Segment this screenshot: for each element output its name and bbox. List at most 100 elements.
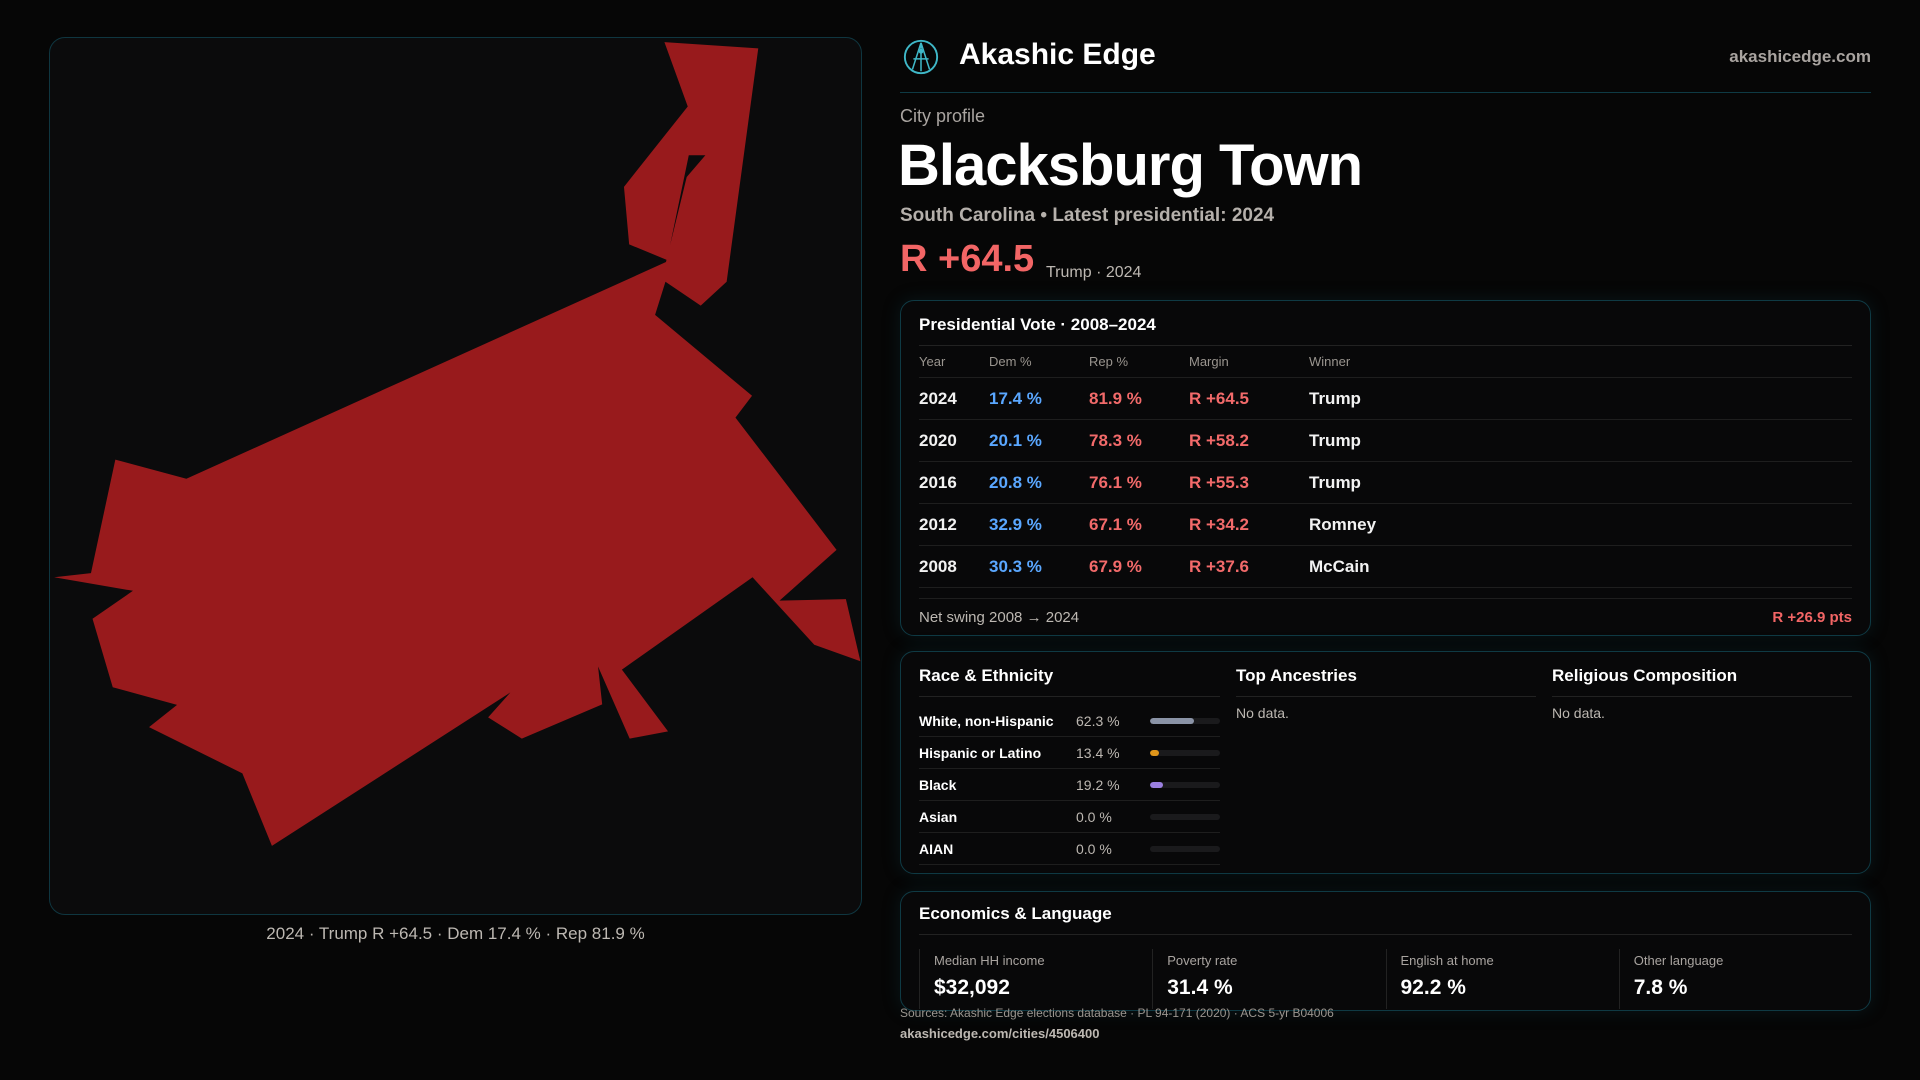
stat-tile: Other language 7.8 % <box>1618 949 1852 1009</box>
cell-rep: 81.9 % <box>1089 388 1142 408</box>
column-header: Rep % <box>1089 354 1129 369</box>
map-panel <box>49 37 862 915</box>
stat-label: Poverty rate <box>1167 953 1238 968</box>
race-percent: 0.0 % <box>1076 840 1112 857</box>
race-label: AIAN <box>919 840 954 857</box>
table-row: 2016 20.8 % 76.1 % R +55.3 Trump <box>919 462 1852 504</box>
cell-margin: R +64.5 <box>1189 388 1250 408</box>
presidential-vote-card: Presidential Vote · 2008–2024 Year Dem %… <box>900 300 1871 636</box>
cell-year: 2020 <box>919 430 957 450</box>
cell-rep: 78.3 % <box>1089 430 1142 450</box>
cell-year: 2016 <box>919 472 957 492</box>
race-label: Asian <box>919 808 958 825</box>
cell-winner: McCain <box>1309 556 1370 576</box>
city-boundary-shape <box>54 42 861 846</box>
table-header: Year Dem % Rep % Margin Winner <box>919 346 1852 378</box>
city-boundary-map <box>54 42 861 846</box>
cell-rep: 76.1 % <box>1089 472 1142 492</box>
cell-dem: 20.1 % <box>989 430 1042 450</box>
profile-kicker: City profile <box>900 106 986 126</box>
section-title: Top Ancestries <box>1236 666 1536 697</box>
net-swing-label: Net swing 2008 → 2024 <box>919 609 1080 626</box>
demographics-card: Race & Ethnicity White, non-Hispanic 62.3… <box>900 651 1871 874</box>
brand-name: Akashic Edge <box>959 38 1156 71</box>
map-caption: 2024 · Trump R +64.5 · Dem 17.4 % · Rep … <box>266 924 645 943</box>
stat-value: 92.2 % <box>1400 976 1466 999</box>
race-row: Asian 0.0 % <box>919 801 1220 833</box>
race-percent: 0.0 % <box>1076 808 1112 825</box>
race-bar-track <box>1150 749 1220 756</box>
cell-dem: 32.9 % <box>989 514 1042 534</box>
empty-state: No data. <box>1552 705 1605 721</box>
cell-margin: R +34.2 <box>1189 514 1250 534</box>
cell-margin: R +37.6 <box>1189 556 1250 576</box>
stat-value: $32,092 <box>934 976 1010 999</box>
religion-section: Religious Composition No data. <box>1552 666 1852 859</box>
section-title: Race & Ethnicity <box>919 666 1220 697</box>
column-header: Year <box>919 354 946 369</box>
race-row: Hispanic or Latino 13.4 % <box>919 737 1220 769</box>
stat-tile: Median HH income $32,092 <box>919 949 1152 1009</box>
race-bar-track <box>1150 717 1220 724</box>
race-label: Hispanic or Latino <box>919 744 1042 761</box>
race-bar-fill <box>1150 781 1164 788</box>
cell-dem: 17.4 % <box>989 388 1042 408</box>
race-bar-fill <box>1150 749 1160 756</box>
race-bar-fill <box>1150 717 1194 724</box>
race-label: White, non-Hispanic <box>919 712 1054 729</box>
stat-value: 7.8 % <box>1633 976 1688 999</box>
stat-value: 31.4 % <box>1167 976 1233 999</box>
sources-note: Sources: Akashic Edge elections database… <box>900 1006 1334 1020</box>
race-row: Black 19.2 % <box>919 769 1220 801</box>
empty-state: No data. <box>1236 705 1289 721</box>
cell-margin: R +58.2 <box>1189 430 1250 450</box>
cell-year: 2012 <box>919 514 957 534</box>
headline-margin-note: Trump · 2024 <box>1046 264 1142 281</box>
column-header: Margin <box>1189 354 1229 369</box>
net-swing: Net swing 2008 → 2024 R +26.9 pts <box>919 598 1852 626</box>
column-header: Dem % <box>989 354 1032 369</box>
stat-tile: English at home 92.2 % <box>1385 949 1619 1009</box>
cell-winner: Trump <box>1309 430 1361 450</box>
race-bar-track <box>1150 813 1220 820</box>
cell-year: 2024 <box>919 388 957 408</box>
race-percent: 13.4 % <box>1076 744 1120 761</box>
economics-card: Economics & Language Median HH income $32… <box>900 891 1871 1011</box>
race-row: AIAN 0.0 % <box>919 833 1220 865</box>
cell-winner: Trump <box>1309 388 1361 408</box>
table-row: 2020 20.1 % 78.3 % R +58.2 Trump <box>919 420 1852 462</box>
net-swing-value: R +26.9 pts <box>1772 609 1852 626</box>
stat-tile: Poverty rate 31.4 % <box>1152 949 1385 1009</box>
stat-label: English at home <box>1400 953 1494 968</box>
page-title: Blacksburg Town <box>898 133 1363 198</box>
race-percent: 19.2 % <box>1076 776 1120 793</box>
stat-label: Median HH income <box>934 953 1045 968</box>
table-row: 2024 17.4 % 81.9 % R +64.5 Trump <box>919 378 1852 420</box>
cell-rep: 67.9 % <box>1089 556 1142 576</box>
table-row: 2008 30.3 % 67.9 % R +37.6 McCain <box>919 546 1852 588</box>
race-row: White, non-Hispanic 62.3 % <box>919 705 1220 737</box>
header-divider <box>900 92 1871 93</box>
race-ethnicity-section: Race & Ethnicity White, non-Hispanic 62.3… <box>919 666 1220 865</box>
headline-margin: R +64.5 <box>900 238 1035 280</box>
cell-winner: Trump <box>1309 472 1361 492</box>
stat-label: Other language <box>1633 953 1724 968</box>
race-bar-track <box>1150 781 1220 788</box>
site-link[interactable]: akashicedge.com <box>1729 47 1871 66</box>
cell-rep: 67.1 % <box>1089 514 1142 534</box>
card-title: Economics & Language <box>919 904 1852 935</box>
section-title: Religious Composition <box>1552 666 1852 697</box>
cell-winner: Romney <box>1309 514 1377 534</box>
cell-year: 2008 <box>919 556 957 576</box>
card-title: Presidential Vote · 2008–2024 <box>919 315 1852 346</box>
column-header: Winner <box>1309 354 1351 369</box>
cell-dem: 20.8 % <box>989 472 1042 492</box>
table-row: 2012 32.9 % 67.1 % R +34.2 Romney <box>919 504 1852 546</box>
cell-margin: R +55.3 <box>1189 472 1250 492</box>
akashic-edge-logo-icon <box>903 39 939 75</box>
ancestries-section: Top Ancestries No data. <box>1236 666 1536 859</box>
profile-subtitle: South Carolina • Latest presidential: 20… <box>900 205 1275 226</box>
cell-dem: 30.3 % <box>989 556 1042 576</box>
race-bar-track <box>1150 845 1220 852</box>
page-url-link[interactable]: akashicedge.com/cities/4506400 <box>900 1026 1100 1041</box>
